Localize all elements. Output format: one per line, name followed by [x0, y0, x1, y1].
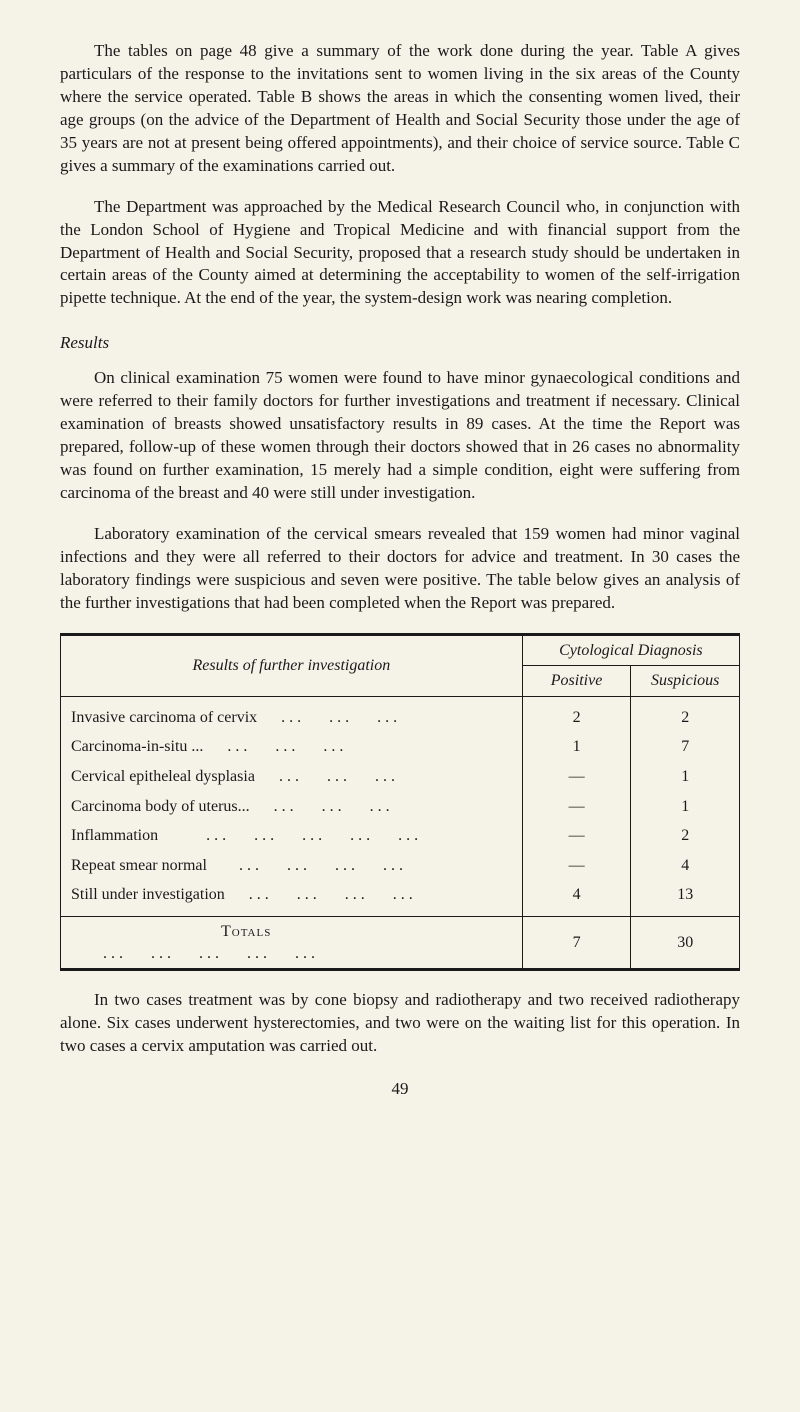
totals-positive: 7 — [522, 916, 631, 969]
table-row: Carcinoma body of uterus... ... ... ... … — [61, 792, 740, 822]
row-suspicious: 2 — [631, 696, 740, 732]
row-positive: 2 — [522, 696, 631, 732]
row-label: Cervical epitheleal dysplasia ... ... ..… — [61, 762, 523, 792]
row-label: Carcinoma body of uterus... ... ... ... — [61, 792, 523, 822]
table-row: Inflammation ... ... ... ... ... — 2 — [61, 821, 740, 851]
paragraph-3: On clinical examination 75 women were fo… — [60, 367, 740, 505]
diagnosis-table: Results of further investigation Cytolog… — [60, 633, 740, 972]
row-positive: — — [522, 762, 631, 792]
totals-row: Totals ... ... ... ... ... 7 30 — [61, 916, 740, 969]
th-positive: Positive — [522, 666, 631, 697]
row-suspicious: 4 — [631, 851, 740, 881]
totals-label: Totals ... ... ... ... ... — [61, 916, 523, 969]
row-label: Carcinoma-in-situ ... ... ... ... — [61, 732, 523, 762]
paragraph-1: The tables on page 48 give a summary of … — [60, 40, 740, 178]
row-positive: — — [522, 792, 631, 822]
row-label: Repeat smear normal ... ... ... ... — [61, 851, 523, 881]
page-container: The tables on page 48 give a summary of … — [0, 0, 800, 1131]
th-results: Results of further investigation — [61, 634, 523, 696]
row-label: Invasive carcinoma of cervix ... ... ... — [61, 696, 523, 732]
table-row: Carcinoma-in-situ ... ... ... ... 1 7 — [61, 732, 740, 762]
row-positive: — — [522, 821, 631, 851]
row-positive: — — [522, 851, 631, 881]
table-row: Invasive carcinoma of cervix ... ... ...… — [61, 696, 740, 732]
results-heading: Results — [60, 332, 740, 355]
row-positive: 1 — [522, 732, 631, 762]
row-positive: 4 — [522, 880, 631, 916]
th-suspicious: Suspicious — [631, 666, 740, 697]
row-suspicious: 7 — [631, 732, 740, 762]
paragraph-4: Laboratory examination of the cervical s… — [60, 523, 740, 615]
paragraph-2: The Department was approached by the Med… — [60, 196, 740, 311]
row-suspicious: 1 — [631, 792, 740, 822]
row-label: Still under investigation ... ... ... ..… — [61, 880, 523, 916]
th-cytological: Cytological Diagnosis — [522, 634, 739, 666]
row-suspicious: 1 — [631, 762, 740, 792]
paragraph-5: In two cases treatment was by cone biops… — [60, 989, 740, 1058]
row-suspicious: 2 — [631, 821, 740, 851]
row-label: Inflammation ... ... ... ... ... — [61, 821, 523, 851]
row-suspicious: 13 — [631, 880, 740, 916]
table-row: Repeat smear normal ... ... ... ... — 4 — [61, 851, 740, 881]
table-row: Cervical epitheleal dysplasia ... ... ..… — [61, 762, 740, 792]
table-row: Still under investigation ... ... ... ..… — [61, 880, 740, 916]
page-number: 49 — [60, 1078, 740, 1101]
totals-suspicious: 30 — [631, 916, 740, 969]
